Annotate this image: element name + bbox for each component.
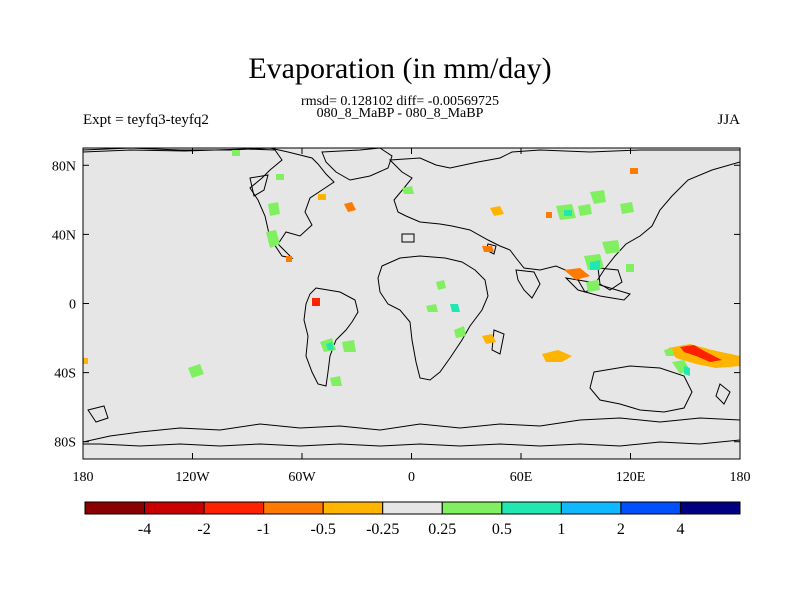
x-tick-label: 60W [288, 470, 316, 485]
anomaly-patch [286, 256, 292, 262]
anomaly-patch [590, 190, 606, 204]
colorbar-label: -4 [138, 521, 151, 538]
colorbar-label: -1 [257, 521, 270, 538]
x-tick-label: 60E [510, 470, 533, 485]
colorbar-swatch [382, 501, 443, 515]
anomaly-patch [482, 334, 496, 344]
anomaly-patch [564, 210, 572, 216]
anomaly-patch [188, 364, 204, 378]
anomaly-patch [276, 174, 284, 180]
anomaly-patch [482, 246, 494, 252]
anomaly-patch [454, 326, 466, 338]
chart-subtitle: 080_8_MaBP - 080_8_MaBP [316, 106, 484, 121]
colorbar-label: 2 [617, 521, 625, 538]
anomaly-patch [326, 342, 334, 350]
x-tick-label: 0 [408, 470, 415, 485]
anomaly-patch [620, 202, 634, 214]
anomaly-patch [318, 194, 326, 200]
y-tick-label: 0 [69, 298, 76, 313]
x-axis-ticks: 180 120W 60W 0 60E 120E 180 [73, 148, 751, 485]
season-label: JJA [717, 112, 740, 128]
anomaly-patch [626, 264, 634, 272]
colorbar-label: 0.25 [428, 521, 456, 538]
coastlines [83, 148, 740, 447]
anomaly-patch [680, 345, 722, 362]
colorbar-swatch [501, 501, 562, 515]
map-content [83, 148, 740, 447]
anomaly-patch [344, 202, 356, 212]
anomaly-patch [450, 304, 460, 312]
colorbar: -4 -2 -1 -0.5 -0.25 0.25 0.5 1 2 4 [84, 501, 741, 538]
stats-line: rmsd= 0.128102 diff= -0.00569725 [301, 94, 499, 109]
anomaly-patch [630, 168, 638, 174]
anomaly-patch [342, 340, 356, 352]
coastline-new-zealand [715, 383, 731, 405]
anomaly-patch [232, 150, 240, 156]
colorbar-swatch [322, 501, 384, 515]
colorbar-swatch [620, 501, 681, 515]
colorbar-swatch [441, 501, 503, 515]
x-tick-label: 120E [616, 470, 646, 485]
coastline-north-america [83, 148, 335, 259]
coastline-india [515, 269, 541, 299]
coastline-madagascar [491, 329, 505, 355]
coastline-greenland [321, 148, 393, 181]
anomaly-patch [266, 230, 280, 248]
coastline-africa [377, 255, 489, 381]
coastline-australia [589, 365, 693, 413]
colorbar-swatch [203, 501, 265, 515]
x-tick-label: 180 [73, 470, 94, 485]
chart-title: Evaporation (in mm/day) [248, 52, 552, 85]
colorbar-swatch [144, 501, 205, 515]
coastline-north-america-inner [249, 174, 269, 197]
anomaly-patches [83, 150, 740, 386]
anomaly-patch [602, 240, 620, 254]
anomaly-patch [664, 348, 674, 356]
anomaly-patch [564, 268, 590, 280]
anomaly-patch [312, 298, 320, 306]
coastline-south-america [303, 287, 359, 387]
anomaly-patch [586, 280, 600, 292]
y-tick-label: 40S [54, 367, 76, 382]
anomaly-patch [426, 304, 438, 312]
y-tick-label: 40N [52, 228, 76, 243]
colorbar-label: 0.5 [492, 521, 512, 538]
coastline-med [401, 233, 415, 243]
colorbar-label: -0.5 [311, 521, 336, 538]
colorbar-label: 1 [557, 521, 565, 538]
map-background [83, 148, 740, 459]
y-tick-label: 80N [52, 159, 76, 174]
anomaly-patch [490, 206, 504, 216]
anomaly-patch [590, 260, 600, 270]
colorbar-swatch [560, 501, 622, 515]
colorbar-swatch [679, 501, 741, 515]
y-axis-ticks: 80N 40N 0 40S 80S [52, 159, 740, 451]
colorbar-label: -2 [197, 521, 210, 538]
y-tick-label: 80S [54, 436, 76, 451]
anomaly-patch [83, 358, 88, 364]
x-tick-label: 120W [175, 470, 210, 485]
x-tick-label: 180 [730, 470, 751, 485]
anomaly-patch [578, 204, 592, 216]
colorbar-label: 4 [676, 521, 684, 538]
coastline-antarctic-peninsula [87, 405, 109, 423]
coastline-se-asia [597, 267, 623, 291]
coastline-antarctica [83, 417, 740, 447]
colorbar-swatch [84, 501, 146, 515]
anomaly-patch [330, 376, 342, 386]
anomaly-patch [542, 350, 572, 362]
anomaly-patch [402, 186, 414, 194]
anomaly-patch [268, 202, 280, 216]
experiment-label: Expt = teyfq3-teyfq2 [83, 112, 209, 128]
anomaly-patch [546, 212, 552, 218]
colorbar-label: -0.25 [366, 521, 399, 538]
anomaly-patch [436, 280, 446, 290]
colorbar-swatch [263, 501, 324, 515]
anomaly-patch [684, 366, 690, 376]
